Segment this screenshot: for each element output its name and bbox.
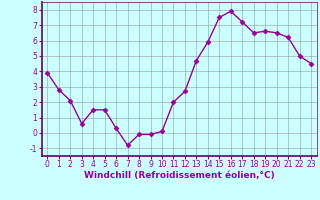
X-axis label: Windchill (Refroidissement éolien,°C): Windchill (Refroidissement éolien,°C) xyxy=(84,171,275,180)
